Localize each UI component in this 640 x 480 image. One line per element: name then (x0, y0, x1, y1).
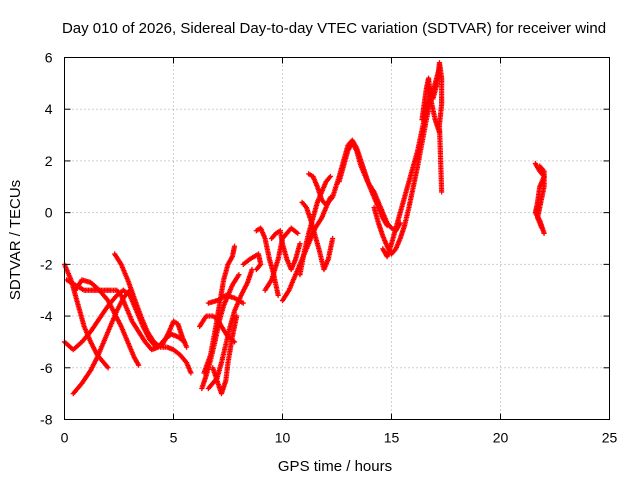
data-point (541, 230, 547, 236)
data-point (275, 292, 281, 298)
series-track-5 (72, 277, 142, 368)
data-point (188, 370, 194, 376)
x-tick-label: 0 (61, 430, 69, 446)
data-point (181, 339, 187, 345)
series-track-19 (299, 199, 336, 273)
y-tick-label: 4 (45, 101, 53, 117)
data-point (105, 365, 111, 371)
data-point (231, 243, 238, 249)
grid (64, 57, 610, 420)
y-axis-label: SDTVAR / TECUs (7, 180, 24, 300)
data-point (327, 173, 334, 180)
y-tick-labels: -8 -6 -4 -2 0 2 4 6 (40, 50, 53, 428)
data-point (295, 230, 301, 236)
series-track-12 (205, 292, 246, 306)
series-track-11 (210, 313, 240, 397)
y-tick-label: -4 (40, 308, 53, 324)
plot-frame (64, 57, 610, 420)
x-tick-label: 15 (384, 430, 400, 446)
series-track-13 (240, 251, 264, 273)
data-point (183, 344, 190, 350)
data-point (136, 362, 142, 368)
y-tick-label: 0 (45, 205, 53, 221)
data-point (236, 272, 242, 278)
y-tick-label: 6 (45, 50, 53, 66)
series-track-21 (336, 140, 403, 234)
data-point (249, 266, 255, 273)
y-tick-label: -8 (40, 412, 53, 428)
y-tick-label: -6 (40, 360, 53, 376)
x-tick-label: 10 (275, 430, 291, 446)
series-track-27 (534, 163, 547, 231)
x-tick-label: 20 (493, 430, 509, 446)
x-tick-label: 25 (602, 430, 618, 446)
data-point (234, 313, 240, 319)
series-track-18 (297, 173, 334, 278)
data-point (253, 266, 259, 273)
data-point (330, 235, 336, 242)
axis-ticks (64, 57, 610, 420)
data-point (297, 241, 303, 247)
x-tick-labels: 0 5 10 15 20 25 (61, 430, 618, 446)
series-track-9 (201, 243, 238, 376)
y-tick-label: -2 (40, 256, 53, 272)
data-point (240, 300, 246, 306)
series-track-6 (112, 251, 194, 376)
data-point (539, 225, 545, 231)
y-tick-label: 2 (45, 153, 53, 169)
series-track-4 (64, 277, 187, 353)
chart-title: Day 010 of 2026, Sidereal Day-to-day VTE… (62, 20, 606, 37)
data-points (61, 60, 547, 397)
series-track-25 (430, 60, 445, 195)
x-tick-label: 5 (170, 430, 178, 446)
data-point (439, 189, 445, 195)
series-track-16 (269, 228, 303, 273)
x-axis-label: GPS time / hours (278, 458, 392, 475)
series-track-15 (262, 225, 301, 293)
